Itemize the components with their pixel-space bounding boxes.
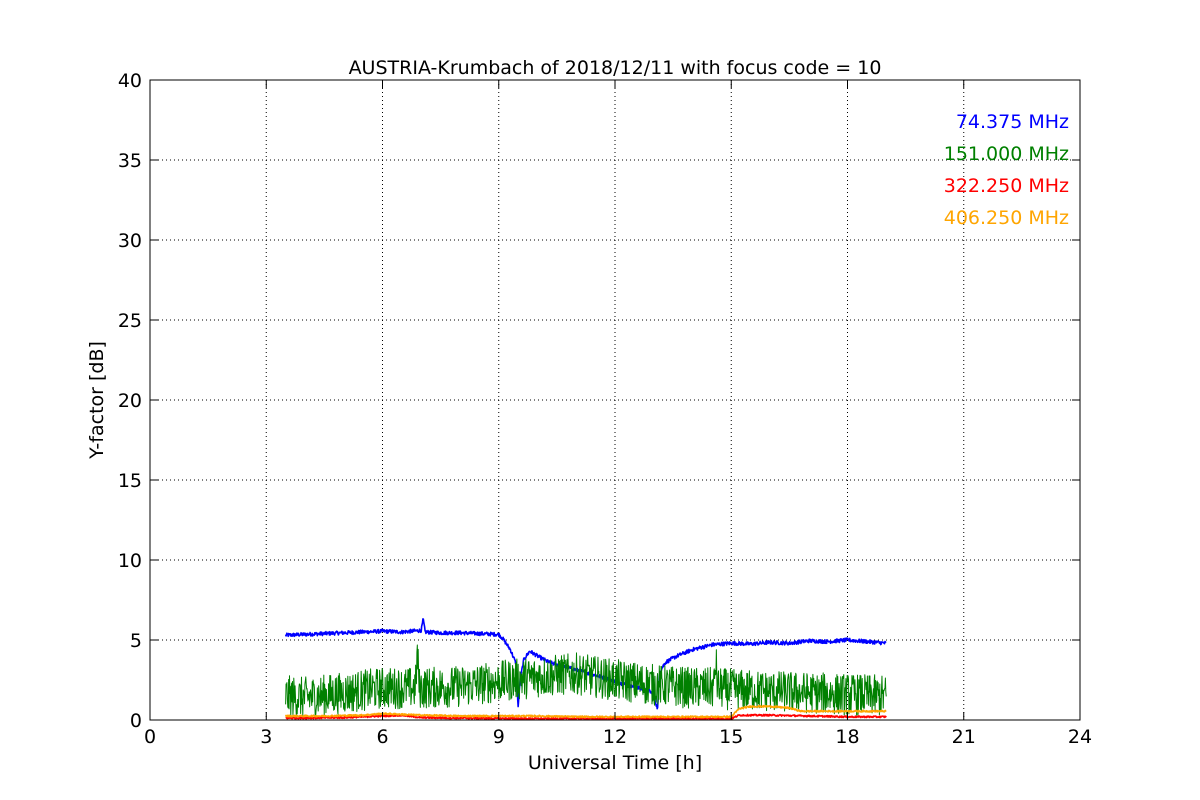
legend-entry-0: 74.375 MHz (956, 111, 1069, 133)
series-line-2 (285, 713, 887, 721)
chart-title: AUSTRIA-Krumbach of 2018/12/11 with focu… (349, 57, 882, 79)
y-tick-label: 40 (118, 70, 142, 92)
x-axis-title: Universal Time [h] (528, 752, 702, 774)
legend: 74.375 MHz 151.000 MHz 322.250 MHz 406.250 … (944, 111, 1069, 229)
x-tick-label: 3 (260, 726, 272, 748)
series-line-3 (284, 704, 887, 719)
legend-entry-2: 322.250 MHz (944, 175, 1069, 197)
plot-series (284, 618, 887, 721)
y-axis-title: Y-factor [dB] (86, 341, 108, 460)
y-tick-label: 0 (130, 710, 142, 732)
legend-entry-3: 406.250 MHz (944, 207, 1069, 229)
series-line-1 (285, 644, 887, 718)
y-tick-label: 25 (118, 310, 142, 332)
grid (150, 80, 1080, 720)
y-tick-label: 10 (118, 550, 142, 572)
x-tick-label: 6 (376, 726, 388, 748)
x-tick-label: 15 (719, 726, 743, 748)
y-tick-label: 35 (118, 150, 142, 172)
x-tick-label: 9 (493, 726, 505, 748)
x-tick-label: 12 (603, 726, 627, 748)
y-tick-label: 5 (130, 630, 142, 652)
x-tick-label: 18 (835, 726, 859, 748)
axis-ticks: 0 3 6 9 12 15 18 21 24 0 5 10 15 20 25 30 35 40 (118, 70, 1092, 748)
x-tick-label: 21 (952, 726, 976, 748)
y-tick-label: 20 (118, 390, 142, 412)
legend-entry-1: 151.000 MHz (944, 143, 1069, 165)
y-tick-label: 30 (118, 230, 142, 252)
y-tick-label: 15 (118, 470, 142, 492)
x-tick-label: 0 (144, 726, 156, 748)
x-tick-label: 24 (1068, 726, 1092, 748)
